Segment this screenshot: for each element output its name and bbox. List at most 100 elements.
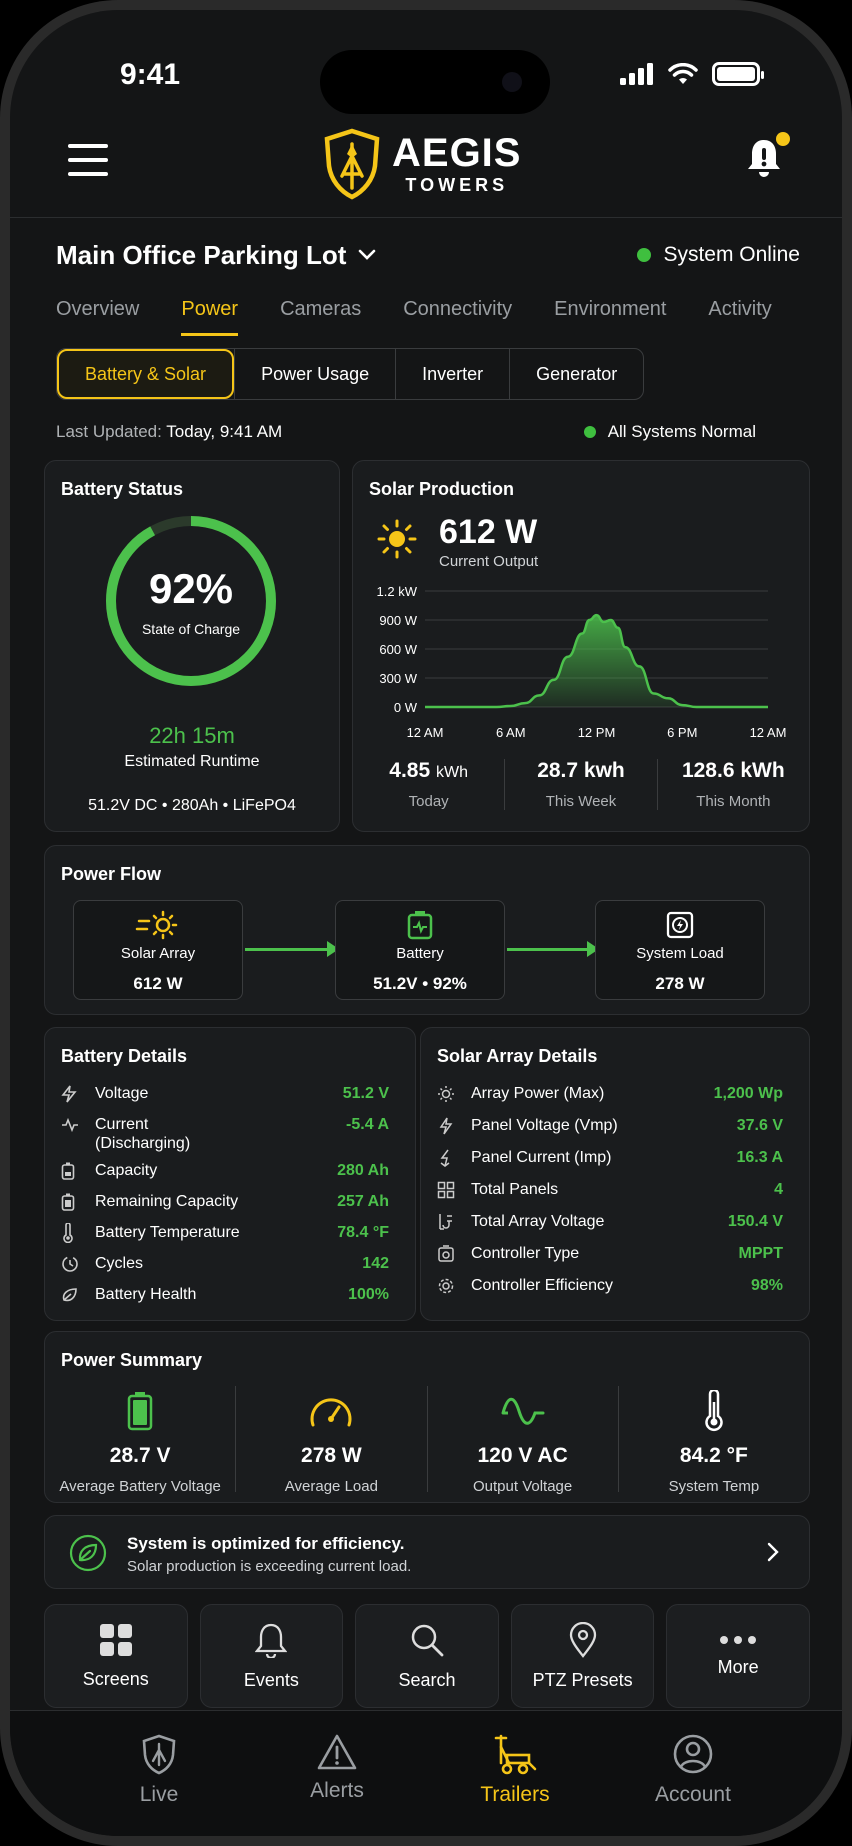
tab-environment[interactable]: Environment [554,298,667,320]
battery-status-card[interactable]: Battery Status 92% State of Charge 22h 1… [44,460,340,832]
stat-week: 28.7 kwh This Week [504,759,656,810]
power-subtabs: Battery & Solar Power Usage Inverter Gen… [56,348,645,400]
more-button[interactable]: More [666,1604,810,1708]
solar-details-card[interactable]: Solar Array Details Array Power (Max) 1,… [420,1027,810,1321]
site-selector[interactable]: Main Office Parking Lot [56,240,376,271]
chevron-right-icon [767,1542,779,1562]
bell-icon [255,1623,288,1658]
stat-month: 128.6 kWh This Month [656,759,809,810]
online-dot [637,248,652,262]
stat-month-label: This Month [696,793,771,810]
detail-value: 37.6 V [736,1117,783,1134]
chart-y-tick: 1.2 kW [377,584,418,599]
system-status: System Online [637,243,800,267]
detail-value: 142 [362,1255,389,1272]
thermometer-icon [705,1390,723,1432]
battery-details-title: Battery Details [61,1046,188,1066]
detail-row-cycles: Cycles 142 [61,1254,389,1273]
banner-subtitle: Solar production is exceeding current lo… [127,1558,412,1575]
chart-y-tick: 0 W [394,700,418,715]
summary-value: 120 V AC [477,1444,568,1467]
solar-production-title: Solar Production [369,479,515,499]
tab-cameras[interactable]: Cameras [280,298,362,320]
runtime-value: 22h 15m [149,723,235,748]
power-summary-card[interactable]: Power Summary 28.7 V Average Battery Vol… [44,1331,810,1503]
tab-overview[interactable]: Overview [56,298,140,320]
chart-x-tick: 6 AM [496,725,526,740]
ptz-presets-button[interactable]: PTZ Presets [510,1604,655,1708]
chart-x-tick: 12 AM [407,725,444,740]
detail-row-capacity: Capacity 280 Ah [61,1161,389,1180]
quick-actions: Screens Events Search PTZ Presets More [44,1604,810,1708]
battery-flow-icon [407,911,433,940]
detail-row-current: Current (Discharging) -5.4 A [61,1115,389,1153]
ptz-presets-label: PTZ Presets [532,1669,633,1690]
efficiency-banner[interactable]: System is optimized for efficiency. Sola… [44,1515,810,1589]
tabbar-account[interactable]: Account [633,1733,753,1836]
tabbar-alerts[interactable]: Alerts [277,1733,397,1836]
sun-icon [438,1085,454,1102]
detail-label: Battery Temperature [95,1224,240,1241]
flow-solar-array[interactable]: Solar Array 612 W [73,900,243,1000]
charge-label: State of Charge [141,621,241,637]
detail-value: 51.2 V [342,1085,389,1102]
detail-row-health: Battery Health 100% [61,1285,389,1304]
subtab-power-usage[interactable]: Power Usage [234,349,395,399]
detail-value: 1,200 Wp [713,1085,783,1102]
more-label: More [717,1656,759,1677]
stat-week-label: This Week [545,793,617,810]
flow-arrow-solar-battery [245,941,339,957]
logo-name: AEGIS [392,130,522,175]
flow-battery-name: Battery [396,945,444,962]
menu-button[interactable] [68,144,108,176]
battery-details-card[interactable]: Battery Details Voltage 51.2 V Current (… [44,1027,416,1321]
location-pin-icon [569,1621,596,1658]
solar-array-icon [135,910,178,940]
system-load-icon [666,911,694,939]
flow-solar-value: 612 W [133,974,183,993]
solar-production-card[interactable]: Solar Production 612 W Current Output 0 … [352,460,810,832]
summary-value: 28.7 V [109,1444,171,1467]
screens-button[interactable]: Screens [44,1604,188,1708]
overall-status: All Systems Normal [583,422,756,442]
tabbar-live[interactable]: Live [99,1733,219,1836]
chart-x-tick: 12 AM [750,725,787,740]
detail-label: Cycles [95,1255,144,1272]
charge-percent: 92% [148,565,234,612]
runtime-label: Estimated Runtime [124,753,260,770]
search-button[interactable]: Search [355,1604,499,1708]
app-screen: 9:41 AEGIS TOWERS [10,10,842,1836]
voltage-icon [439,1117,453,1134]
solar-stats: 4.85 kWh Today 28.7 kwh This Week 128.6 … [353,759,809,810]
summary-value: 278 W [301,1444,362,1467]
detail-label: Panel Current (Imp) [471,1149,612,1166]
solar-current-output: 612 W [439,513,538,551]
solar-details-title: Solar Array Details [437,1046,598,1066]
summary-label: Output Voltage [473,1478,573,1495]
flow-battery[interactable]: Battery 51.2V • 92% [335,900,505,1000]
sun-icon [377,519,417,559]
tab-power[interactable]: Power [181,298,239,336]
trailer-tower-icon [494,1734,537,1775]
subtab-inverter[interactable]: Inverter [395,349,509,399]
account-icon [673,1734,713,1774]
flow-system-load[interactable]: System Load 278 W [595,900,765,1000]
detail-label: Controller Type [471,1245,580,1262]
detail-label: Battery Health [95,1286,197,1303]
notifications-button[interactable] [744,132,790,183]
detail-label: Total Panels [471,1181,559,1198]
subtab-battery-solar[interactable]: Battery & Solar [57,349,235,399]
flow-load-name: System Load [636,945,724,962]
tabbar-trailers[interactable]: Trailers [455,1733,575,1836]
detail-value: 4 [774,1181,783,1198]
power-flow-card[interactable]: Power Flow Solar Array 612 W [44,845,810,1015]
subtab-generator[interactable]: Generator [509,349,643,399]
tab-activity[interactable]: Activity [708,298,772,320]
summary-label: Average Battery Voltage [59,1478,221,1495]
events-button[interactable]: Events [199,1604,344,1708]
detail-row-remaining: Remaining Capacity 257 Ah [61,1192,389,1211]
flow-solar-name: Solar Array [120,945,196,962]
tab-connectivity[interactable]: Connectivity [403,298,513,320]
battery-details-list: Voltage 51.2 V Current (Discharging) -5.… [61,1084,389,1316]
